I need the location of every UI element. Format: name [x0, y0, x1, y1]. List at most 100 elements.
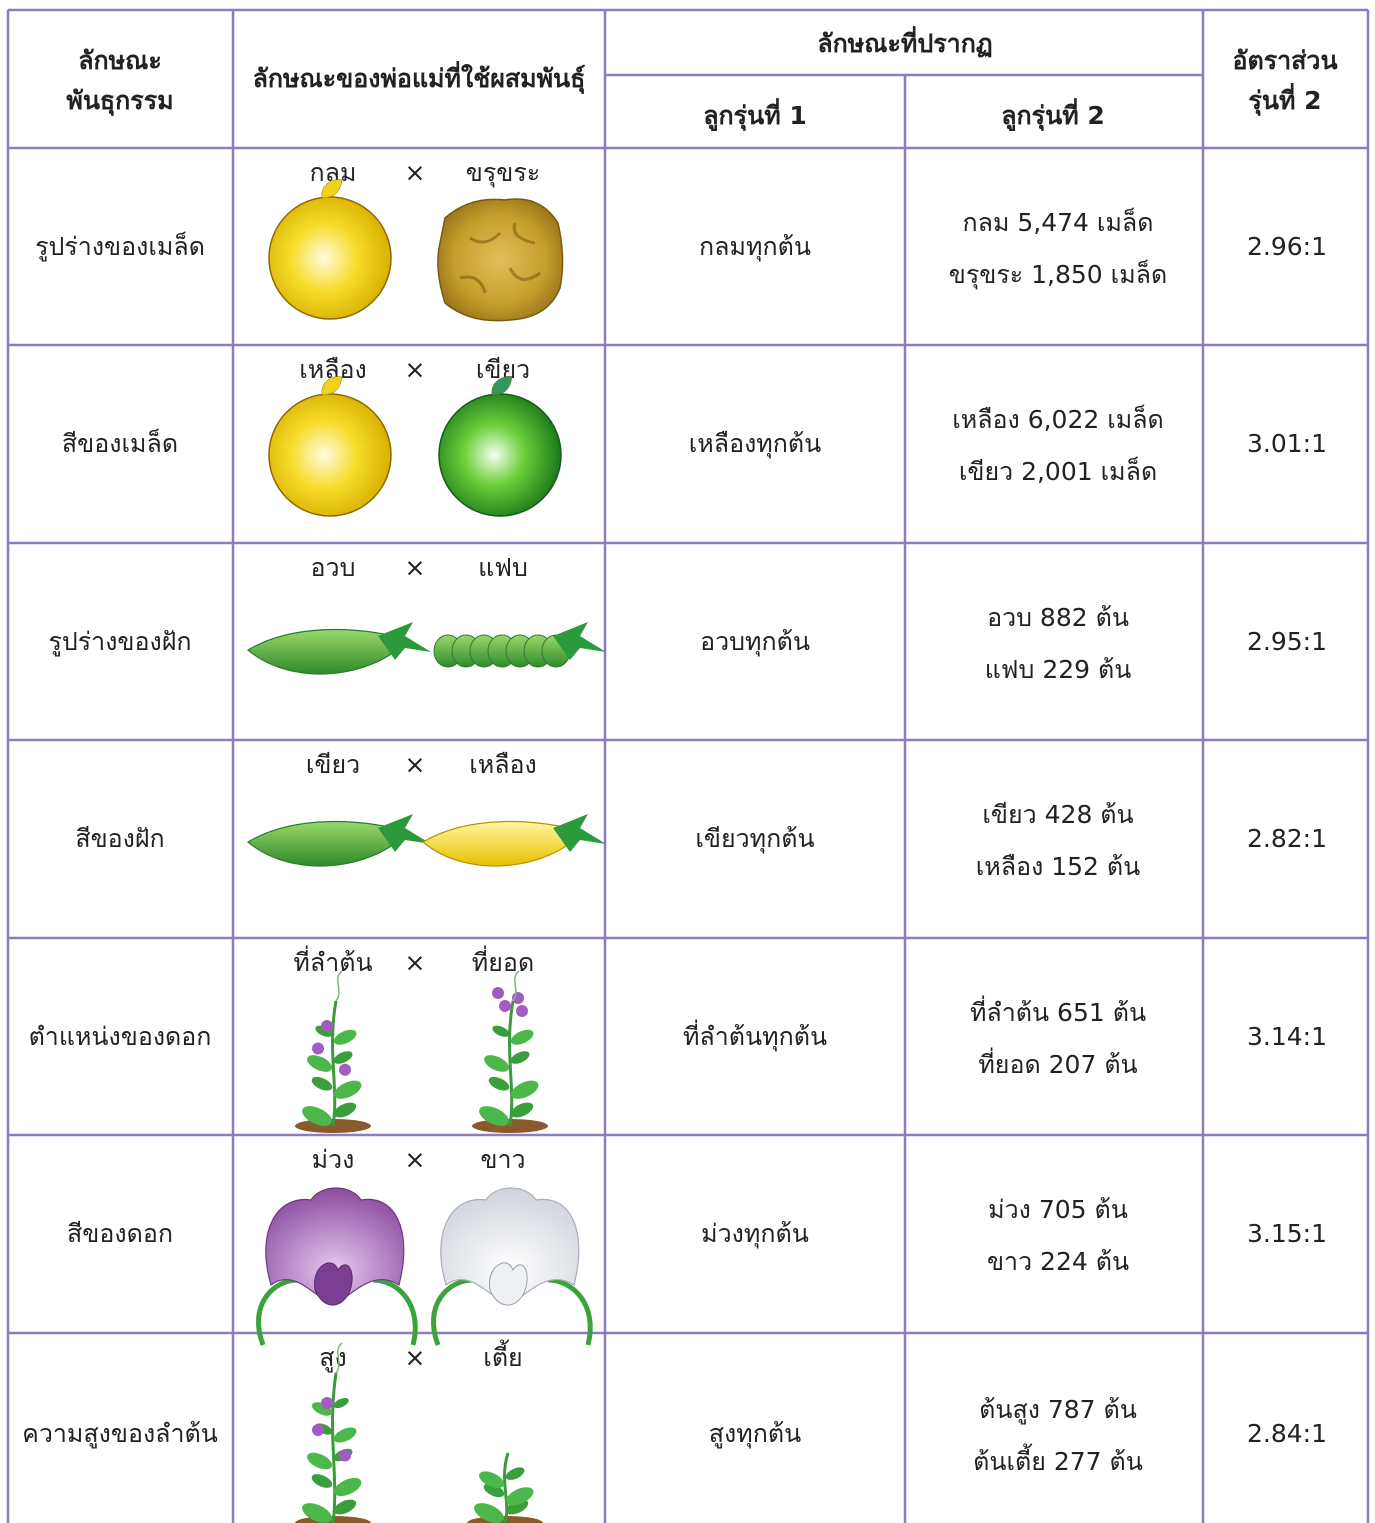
f2-result: ขรุขระ 1,850 เมล็ด [949, 259, 1168, 290]
flower [492, 987, 504, 999]
parent-label: ม่วง [312, 1145, 355, 1174]
wrinkle [508, 267, 541, 281]
leaf [333, 1427, 357, 1443]
leaf [492, 1025, 510, 1037]
pod-illustration [433, 622, 606, 668]
leaf [302, 1106, 332, 1126]
flower-stem [256, 1277, 299, 1346]
pod-illustration [246, 622, 431, 675]
leaf [506, 1487, 534, 1506]
f2-result: กลม 5,474 เมล็ด [963, 207, 1154, 237]
f2-result: แฟบ 229 ต้น [985, 655, 1132, 684]
f2-result: เขียว 2,001 เมล็ด [959, 456, 1157, 486]
trait: รูปร่างของฝัก [48, 627, 191, 657]
plant-illustration [472, 970, 548, 1133]
header-text: ลักษณะ [78, 46, 162, 75]
flower [312, 1424, 324, 1436]
leaf [334, 1080, 362, 1099]
pod-illustration [246, 814, 431, 867]
cross-sign: × [405, 948, 426, 977]
wrinkle [459, 275, 487, 294]
leaf [333, 1397, 349, 1409]
header-text: ลูกรุ่นที่ 1 [703, 98, 807, 132]
cross-sign: × [405, 750, 426, 779]
seed [268, 393, 392, 517]
seed-illustration [268, 376, 392, 517]
flower [339, 1063, 351, 1076]
parent-label: ที่ยอด [472, 945, 534, 977]
flower-stem [547, 1277, 593, 1346]
f2-result: ที่ลำต้น 651 ต้น [970, 995, 1146, 1027]
cross-sign: × [405, 553, 426, 582]
flower [512, 992, 524, 1004]
f2-result: ม่วง 705 ต้น [988, 1195, 1128, 1224]
leaf [510, 1102, 534, 1118]
leaf [488, 1076, 510, 1091]
f2-result: ต้นสูง 787 ต้น [979, 1395, 1137, 1425]
flower-stem [431, 1277, 474, 1346]
stem [508, 1000, 515, 1127]
f2-result: อวบ 882 ต้น [987, 603, 1129, 632]
cross-sign: × [405, 158, 426, 187]
leaf [311, 1076, 333, 1091]
ratio: 2.95:1 [1247, 627, 1327, 656]
trait: รูปร่างของเมล็ด [35, 231, 205, 262]
plant-illustration [467, 1452, 543, 1523]
trait: ตำแหน่งของดอก [29, 1022, 212, 1051]
leaf [302, 1503, 332, 1523]
header-text: พันธุกรรม [66, 86, 173, 117]
tendril [512, 970, 520, 1002]
flower [516, 1005, 528, 1017]
header-text: อัตราส่วน [1232, 46, 1337, 75]
leaf [479, 1471, 505, 1488]
seed-illustration [438, 376, 562, 517]
stem [331, 1372, 338, 1523]
trait: สีของดอก [67, 1219, 173, 1248]
pod-calyx [553, 622, 606, 660]
f1-result: สูงทุกต้น [709, 1419, 801, 1449]
pod-calyx [553, 814, 606, 852]
parent-label: อวบ [311, 553, 356, 582]
seed-illustration [437, 198, 564, 322]
header-text: ลูกรุ่นที่ 2 [1001, 98, 1105, 132]
seed-leaf [491, 376, 513, 396]
f2-result: ขาว 224 ต้น [987, 1247, 1129, 1276]
f1-result: เหลืองทุกต้น [689, 429, 822, 459]
parent-label: ขรุขระ [466, 158, 540, 188]
leaf [510, 1051, 530, 1064]
f2-result: เหลือง 152 ต้น [976, 852, 1141, 881]
seed-illustration [268, 179, 392, 320]
f2-result: เขียว 428 ต้น [982, 800, 1133, 829]
keel [489, 1262, 528, 1306]
f1-result: ม่วงทุกต้น [701, 1219, 809, 1249]
leaf [484, 1055, 510, 1072]
leaf [333, 1102, 357, 1118]
pod-illustration [421, 814, 606, 867]
leaf [311, 1474, 333, 1488]
f2-result: ต้นเตี้ย 277 ต้น [973, 1443, 1143, 1476]
flower-illustration [431, 1187, 593, 1346]
stem [503, 1452, 510, 1523]
leaf [307, 1452, 333, 1470]
plant-illustration [295, 1342, 371, 1523]
f1-result: ที่ลำต้นทุกต้น [683, 1019, 827, 1052]
ratio: 3.01:1 [1247, 429, 1327, 458]
leaf [307, 1055, 333, 1072]
parent-label: เขียว [306, 750, 360, 779]
ratio: 2.96:1 [1247, 232, 1327, 261]
trait: สีของฝัก [75, 824, 164, 853]
cross-sign: × [405, 1343, 426, 1372]
tendril [335, 1342, 343, 1374]
cross-sign: × [405, 355, 426, 384]
f1-result: กลมทุกต้น [699, 232, 811, 262]
parent-label: ที่ลำต้น [293, 945, 372, 977]
flower [321, 1020, 333, 1032]
cross-sign: × [405, 1145, 426, 1174]
seed-leaf [321, 376, 343, 396]
wrinkle [469, 231, 502, 244]
stem [331, 1000, 338, 1127]
leaf [511, 1080, 539, 1099]
header-text: ลักษณะของพ่อแม่ที่ใช้ผสมพันธุ์ [253, 61, 586, 95]
